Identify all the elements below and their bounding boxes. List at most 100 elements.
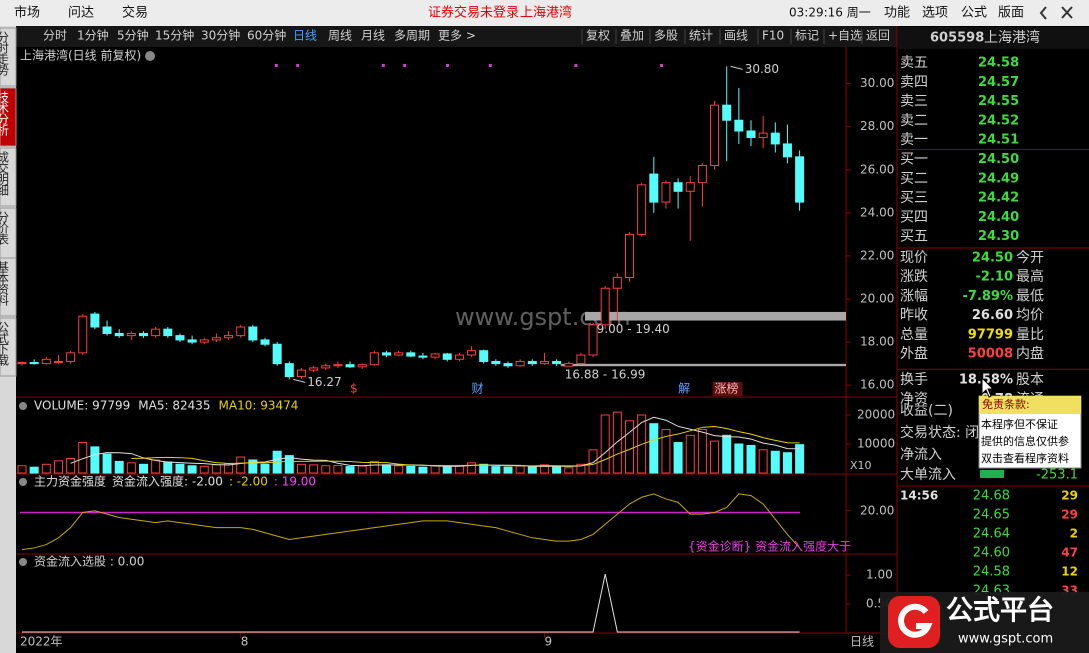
candle-body bbox=[734, 119, 744, 132]
side-tab-bg[interactable] bbox=[0, 317, 17, 377]
period-button[interactable]: 15分钟 bbox=[155, 28, 194, 43]
menu-item[interactable]: 功能 bbox=[884, 6, 910, 21]
tool-button[interactable]: 返回 bbox=[866, 29, 890, 43]
trade-time: 14:56 bbox=[900, 489, 938, 503]
tool-button[interactable]: 多股 bbox=[654, 29, 678, 43]
candle-body bbox=[382, 352, 391, 356]
candle-body bbox=[491, 360, 501, 365]
volume-bar bbox=[211, 464, 221, 474]
marker-dot bbox=[488, 64, 492, 67]
side-tab[interactable]: 分时走势 bbox=[0, 31, 10, 76]
tool-button[interactable]: 统计 bbox=[689, 29, 713, 43]
menu-item[interactable]: 公式 bbox=[961, 6, 987, 21]
date-label: 2022年 bbox=[20, 635, 63, 649]
candle-body bbox=[503, 363, 513, 367]
flow-label: 大单流入 bbox=[900, 467, 956, 483]
book-level: 卖二 bbox=[900, 113, 928, 129]
menu-item[interactable]: 问达 bbox=[68, 6, 94, 21]
event-bg bbox=[712, 382, 743, 396]
volume-bar bbox=[649, 423, 659, 474]
period-button[interactable]: 分时 bbox=[43, 29, 67, 43]
candle-body bbox=[600, 287, 610, 326]
menu-item[interactable]: 版面 bbox=[998, 6, 1024, 21]
trade-price: 24.64 bbox=[973, 527, 1010, 542]
candle-body bbox=[333, 364, 343, 367]
legend-entry: : -2.00 bbox=[229, 475, 268, 489]
candle-body bbox=[175, 335, 185, 341]
candle-body bbox=[309, 367, 319, 371]
side-tab-bg[interactable] bbox=[0, 27, 17, 87]
event-marker[interactable]: 解 bbox=[678, 382, 690, 396]
volume-bar bbox=[175, 463, 185, 474]
tool-button[interactable]: 标记 bbox=[795, 29, 819, 43]
strength-line bbox=[21, 493, 800, 551]
candle-body bbox=[418, 355, 428, 358]
candle-body bbox=[746, 130, 756, 138]
period-button[interactable]: 多周期 bbox=[394, 29, 430, 43]
period-button[interactable]: 5分钟 bbox=[117, 28, 149, 43]
book-price: 24.58 bbox=[978, 56, 1019, 71]
period-button[interactable]: 周线 bbox=[328, 29, 352, 43]
tool-button[interactable]: 叠加 bbox=[620, 29, 644, 43]
panel-icon bbox=[19, 558, 27, 566]
y-tick-label: 20.00 bbox=[860, 503, 894, 517]
stat-value: -7.89% bbox=[963, 289, 1014, 304]
stat-label: 均价 bbox=[1016, 308, 1044, 324]
moving-average bbox=[131, 425, 800, 467]
menu-item[interactable]: 市场 bbox=[14, 5, 40, 21]
event-marker[interactable]: $ bbox=[350, 382, 358, 396]
side-tab[interactable]: 基本资料 bbox=[0, 261, 10, 306]
volume-bar bbox=[479, 463, 489, 474]
legend-entry: 资金流入强度: -2.00 bbox=[112, 474, 223, 489]
stat-label: 最低 bbox=[1016, 288, 1044, 304]
period-button[interactable]: 月线 bbox=[361, 29, 385, 43]
stat-label: 换手 bbox=[900, 371, 928, 388]
candle-body bbox=[782, 143, 792, 158]
close-button[interactable] bbox=[1061, 6, 1073, 19]
menu-item[interactable]: 交易 bbox=[122, 5, 148, 21]
tooltip-line: 本程序但不保证 bbox=[981, 417, 1058, 431]
tool-button[interactable]: 复权 bbox=[586, 29, 610, 43]
volume-bar bbox=[612, 411, 622, 474]
menu-item[interactable]: 选项 bbox=[922, 6, 948, 21]
tool-button[interactable]: F10 bbox=[762, 29, 784, 43]
period-button[interactable]: 60分钟 bbox=[247, 28, 286, 43]
period-button[interactable]: 1分钟 bbox=[77, 28, 109, 43]
volume-bar bbox=[139, 463, 148, 474]
flow-value: -253.1 bbox=[1036, 468, 1078, 483]
tooltip-line: 提供的信息仅供参 bbox=[981, 434, 1069, 448]
volume-bar bbox=[685, 434, 695, 474]
tool-button[interactable]: 画线 bbox=[724, 29, 748, 43]
volume-bar bbox=[491, 466, 501, 474]
period-button[interactable]: 30分钟 bbox=[201, 28, 240, 43]
stat-label: 股本 bbox=[1016, 372, 1044, 388]
event-marker[interactable]: 财 bbox=[472, 382, 484, 396]
collapse-button[interactable] bbox=[1039, 6, 1047, 20]
marker-dot bbox=[403, 64, 407, 67]
side-tab-bg[interactable] bbox=[0, 257, 17, 317]
volume-bar bbox=[697, 429, 707, 474]
side-tab[interactable]: 成交明细 bbox=[0, 151, 10, 196]
side-tab[interactable]: 分价表 bbox=[0, 211, 10, 245]
info-label: 净流入 bbox=[900, 447, 942, 463]
event-marker[interactable]: 涨榜 bbox=[715, 381, 739, 396]
tool-button[interactable]: +自选 bbox=[828, 29, 862, 43]
stock-name: 上海港湾 bbox=[520, 5, 572, 21]
candle-body bbox=[321, 365, 331, 369]
annotation: 16.27 bbox=[307, 375, 341, 389]
side-tab-bg[interactable] bbox=[0, 147, 17, 207]
volume-bar bbox=[333, 464, 343, 474]
candle-body bbox=[795, 156, 805, 203]
volume-bar bbox=[199, 465, 209, 474]
flow-bar bbox=[980, 470, 1004, 478]
candle-body bbox=[649, 173, 659, 203]
side-tab[interactable]: 公式下载 bbox=[0, 321, 10, 367]
volume-bar bbox=[467, 462, 477, 474]
login-status: 证券交易未登录 bbox=[428, 5, 519, 21]
period-button[interactable]: 日线 bbox=[293, 29, 317, 43]
side-tab[interactable]: 技术分析 bbox=[0, 91, 10, 137]
period-button[interactable]: 更多 > bbox=[438, 29, 476, 43]
side-tab-bg[interactable] bbox=[0, 87, 17, 147]
candle-body bbox=[625, 233, 634, 278]
